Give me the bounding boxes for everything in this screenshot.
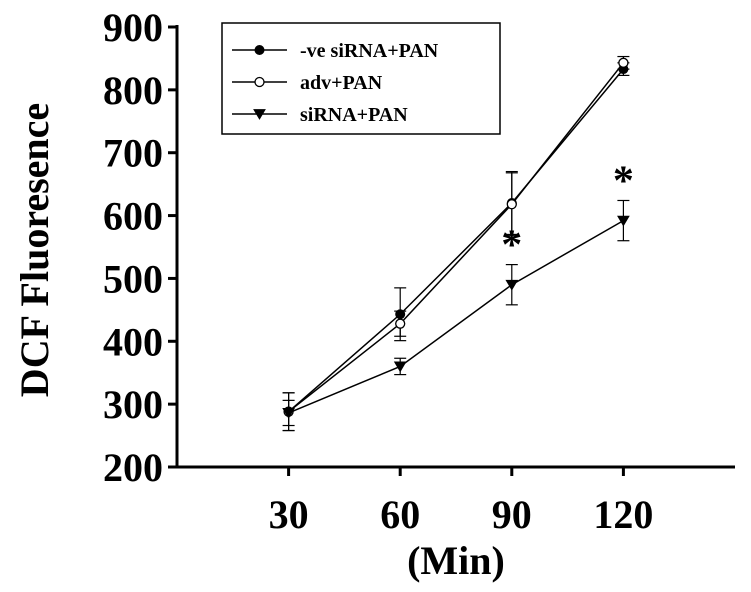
data-point [506,199,517,210]
legend: -ve siRNA+PAN adv+PAN siRNA+PAN [221,22,501,135]
y-tick-label: 700 [103,131,163,176]
data-point [617,215,630,227]
significance-asterisk: * [501,223,522,269]
x-tick-label: 90 [492,492,532,537]
legend-label: adv+PAN [300,72,383,94]
significance-annotations: ** [501,158,634,268]
x-tick-label: 30 [269,492,309,537]
y-tick-label: 200 [103,445,163,490]
x-tick-label: 60 [380,492,420,537]
legend-label: siRNA+PAN [300,104,408,126]
legend-box [221,22,501,135]
significance-asterisk: * [613,158,634,204]
y-tick-label: 800 [103,68,163,113]
y-tick-label: 300 [103,382,163,427]
y-tick-label: 400 [103,319,163,364]
legend-marker [254,76,265,88]
series-line [288,68,624,413]
x-tick-label: 120 [593,492,653,537]
legend-label: -ve siRNA+PAN [300,40,439,62]
legend-item: siRNA+PAN [232,104,408,126]
series-line [288,219,624,414]
legend-item: -ve siRNA+PAN [232,40,439,62]
x-axis-title: (Min) [407,538,505,583]
data-point [618,57,629,68]
y-axis-title: DCF Fluoresence [12,103,57,397]
series-line [288,62,624,413]
series-3 [282,199,630,427]
axes [175,25,735,469]
legend-marker [254,45,265,55]
y-tick-label: 500 [103,256,163,301]
legend-marker [253,109,266,120]
data-point [393,361,407,373]
y-axis-ticks: 200 300 400 500 600 700 800 900 [103,5,177,490]
legend-item: adv+PAN [232,72,383,94]
data-point [282,408,295,419]
y-tick-label: 900 [103,5,163,50]
data-point [395,318,406,329]
data-point [505,279,519,291]
x-axis-ticks: 30 60 90 120 [269,467,653,537]
data-series [282,55,630,432]
y-tick-label: 600 [103,194,163,239]
